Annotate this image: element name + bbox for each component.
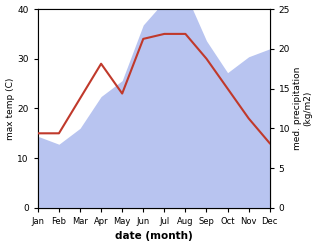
Y-axis label: max temp (C): max temp (C) [5,77,15,140]
Y-axis label: med. precipitation
(kg/m2): med. precipitation (kg/m2) [293,67,313,150]
X-axis label: date (month): date (month) [115,231,193,242]
